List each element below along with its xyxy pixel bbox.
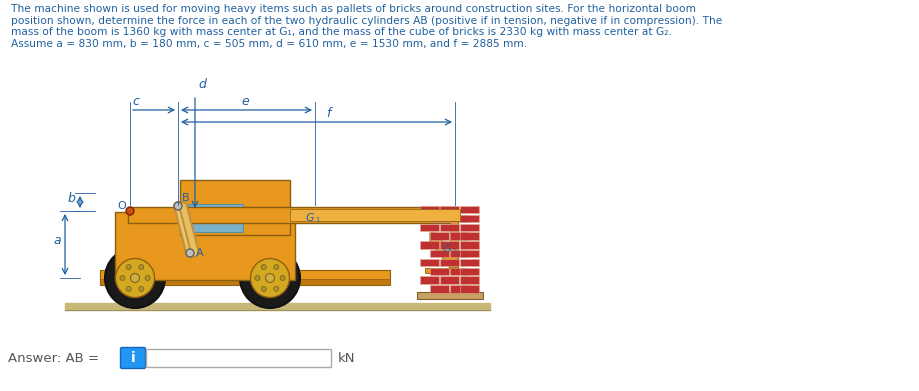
Text: f: f: [325, 107, 330, 120]
Text: mass of the boom is 1360 kg with mass center at G₁, and the mass of the cube of : mass of the boom is 1360 kg with mass ce…: [11, 27, 671, 38]
Text: position shown, determine the force in each of the two hydraulic cylinders AB (p: position shown, determine the force in e…: [11, 16, 721, 26]
Text: c: c: [131, 95, 139, 108]
Bar: [460, 215, 479, 222]
Bar: [430, 232, 448, 240]
Text: b: b: [68, 192, 75, 205]
Bar: [128, 207, 455, 223]
FancyBboxPatch shape: [146, 349, 331, 367]
Bar: [289, 209, 460, 221]
Circle shape: [126, 207, 134, 215]
Circle shape: [126, 265, 131, 269]
Text: kN: kN: [337, 352, 355, 364]
Circle shape: [274, 287, 278, 291]
Bar: [420, 206, 438, 213]
Circle shape: [240, 248, 300, 308]
Text: $_1$: $_1$: [315, 215, 321, 225]
Circle shape: [116, 258, 154, 298]
Circle shape: [279, 276, 285, 280]
Circle shape: [266, 273, 274, 283]
Text: The machine shown is used for moving heavy items such as pallets of bricks aroun: The machine shown is used for moving hea…: [11, 4, 696, 14]
Circle shape: [174, 202, 182, 210]
Bar: [430, 267, 448, 275]
Bar: [440, 276, 459, 284]
Text: O: O: [117, 201, 126, 211]
Text: $G$: $G$: [304, 211, 314, 223]
Text: $G$: $G$: [441, 242, 451, 254]
Bar: [460, 276, 479, 284]
Bar: [420, 224, 438, 231]
Bar: [460, 285, 479, 292]
Bar: [450, 215, 469, 222]
Bar: [425, 268, 457, 273]
Bar: [460, 224, 479, 231]
Text: e: e: [241, 95, 248, 108]
Circle shape: [145, 276, 150, 280]
Bar: [430, 215, 448, 222]
Bar: [420, 241, 438, 249]
Circle shape: [261, 265, 266, 269]
Bar: [420, 276, 438, 284]
Bar: [115, 212, 295, 280]
Circle shape: [250, 258, 289, 298]
Bar: [450, 232, 469, 240]
Text: $_2$: $_2$: [451, 247, 458, 257]
Circle shape: [139, 287, 143, 291]
Bar: [460, 232, 479, 240]
Bar: [416, 292, 482, 299]
Circle shape: [261, 287, 266, 291]
Bar: [100, 270, 390, 285]
Text: d: d: [198, 78, 206, 91]
FancyBboxPatch shape: [120, 348, 145, 368]
Text: A: A: [196, 248, 203, 258]
Bar: [460, 250, 479, 257]
Bar: [440, 259, 459, 266]
Bar: [460, 241, 479, 249]
Bar: [420, 259, 438, 266]
Bar: [460, 267, 479, 275]
Bar: [180, 180, 289, 235]
Bar: [450, 267, 469, 275]
Bar: [460, 259, 479, 266]
Polygon shape: [429, 233, 458, 268]
Bar: [440, 241, 459, 249]
Bar: [430, 285, 448, 292]
Bar: [187, 204, 243, 232]
Bar: [450, 250, 469, 257]
Text: i: i: [130, 351, 135, 365]
Bar: [430, 250, 448, 257]
Bar: [440, 224, 459, 231]
Text: Answer: AB =: Answer: AB =: [8, 352, 103, 364]
Text: B: B: [182, 193, 189, 203]
Circle shape: [274, 265, 278, 269]
Bar: [450, 285, 469, 292]
Circle shape: [126, 287, 131, 291]
Circle shape: [130, 273, 140, 283]
Circle shape: [255, 276, 259, 280]
Text: Assume a = 830 mm, b = 180 mm, c = 505 mm, d = 610 mm, e = 1530 mm, and f = 2885: Assume a = 830 mm, b = 180 mm, c = 505 m…: [11, 39, 527, 49]
Circle shape: [186, 249, 194, 257]
Bar: [449, 218, 458, 268]
Circle shape: [119, 276, 125, 280]
Bar: [100, 279, 390, 285]
Circle shape: [105, 248, 165, 308]
Circle shape: [139, 265, 143, 269]
Bar: [460, 206, 479, 213]
Bar: [440, 206, 459, 213]
Bar: [185, 207, 285, 215]
Text: a: a: [53, 234, 61, 247]
